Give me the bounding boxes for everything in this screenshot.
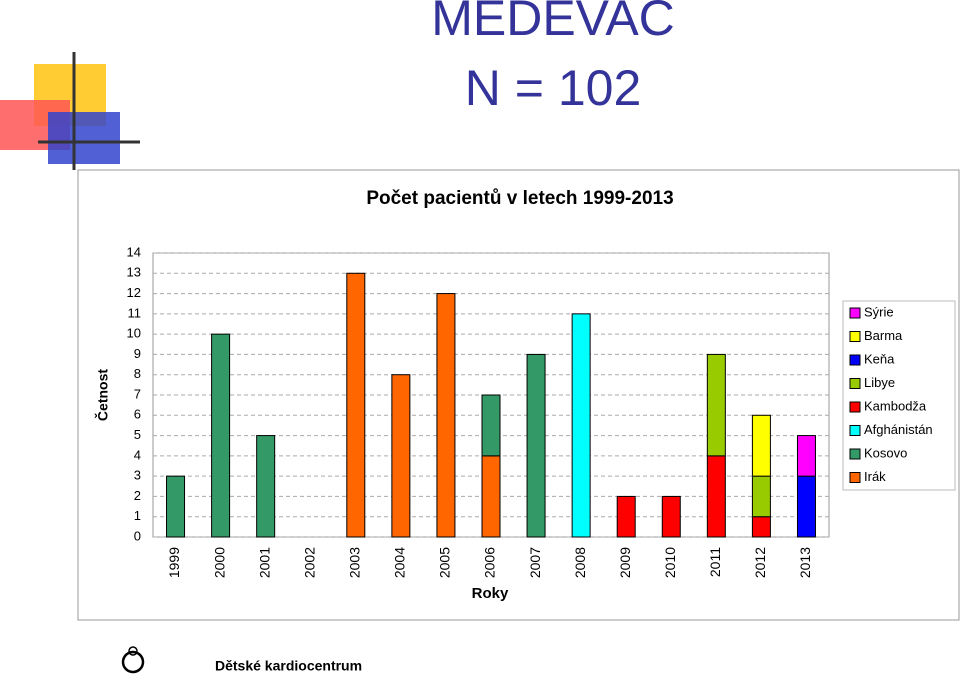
x-tick-label: 2012 (752, 547, 768, 578)
x-tick-label: 2003 (347, 547, 363, 578)
bar-segment (706, 353, 726, 457)
decoration (0, 52, 140, 170)
legend-label: Kambodža (864, 398, 927, 413)
bar-segment (481, 394, 501, 457)
y-tick-label: 0 (134, 528, 141, 543)
x-tick-label: 2008 (572, 547, 588, 578)
x-tick-label: 2001 (256, 547, 272, 578)
bar-segment (616, 495, 636, 538)
bar-segment (481, 455, 501, 538)
bar-segment (346, 272, 366, 538)
x-tick-label: 2004 (392, 547, 408, 578)
bar-segment (256, 435, 276, 538)
y-axis-label: Četnost (94, 369, 111, 421)
x-tick-label: 2009 (617, 547, 633, 578)
bar-segment (751, 516, 771, 538)
x-tick-label: 2010 (662, 547, 678, 578)
logo (121, 646, 145, 674)
legend-label: Afghánistán (864, 422, 933, 437)
bar-segment (436, 293, 456, 538)
y-tick-label: 7 (134, 386, 141, 401)
bar-segment (751, 414, 771, 477)
legend-swatch (849, 354, 861, 366)
x-tick-label: 2002 (301, 547, 317, 578)
legend-swatch (849, 472, 861, 483)
x-tick-label: 2007 (527, 547, 543, 578)
y-tick-label: 12 (127, 285, 141, 300)
legend-swatch (849, 425, 861, 436)
slide-title: MEDEVAC (431, 0, 675, 46)
y-tick-label: 9 (134, 346, 141, 361)
legend-label: Keňa (864, 351, 895, 366)
legend-swatch (849, 401, 861, 413)
y-tick-label: 11 (128, 305, 142, 320)
legend-frame (842, 300, 956, 491)
legend-swatch (849, 307, 861, 319)
slide-subtitle: N = 102 (465, 60, 642, 116)
legend-label: Kosovo (864, 445, 907, 460)
y-tick-label: 10 (127, 326, 141, 341)
legend-label: Barma (864, 328, 903, 343)
footer: Dětské kardiocentrum (215, 658, 362, 674)
x-tick-label: 2005 (437, 547, 453, 578)
x-tick-label: 1999 (166, 547, 182, 578)
bar-segment (661, 495, 681, 538)
bar-segment (571, 313, 591, 538)
x-axis-label: Roky (472, 585, 509, 602)
bar-segment (706, 455, 726, 538)
y-tick-label: 14 (127, 244, 141, 259)
bar-segment (796, 435, 816, 477)
chart-title: Počet pacientů v letech 1999-2013 (366, 188, 673, 209)
bar-segment (391, 374, 411, 538)
y-tick-label: 1 (134, 508, 141, 523)
bar-segment (166, 475, 186, 538)
y-tick-label: 8 (134, 366, 141, 381)
y-tick-label: 3 (134, 468, 141, 483)
y-tick-label: 5 (134, 427, 141, 442)
x-tick-label: 2011 (707, 547, 723, 577)
bar-segment (751, 475, 771, 518)
legend-label: Irák (864, 469, 886, 484)
bar-segment (211, 333, 231, 538)
y-tick-label: 13 (127, 265, 141, 280)
x-tick-label: 2006 (482, 547, 498, 578)
x-tick-label: 2000 (211, 547, 227, 578)
y-tick-label: 2 (134, 488, 141, 503)
bar-segment (526, 353, 546, 538)
legend-swatch (849, 331, 861, 342)
legend-label: Sýrie (864, 304, 894, 319)
legend-label: Libye (864, 375, 895, 390)
legend-swatch (849, 378, 861, 389)
y-tick-label: 4 (134, 447, 141, 462)
y-tick-label: 6 (134, 407, 141, 422)
x-tick-label: 2013 (797, 547, 813, 578)
bar-segment (796, 475, 816, 538)
legend-swatch (849, 448, 861, 460)
